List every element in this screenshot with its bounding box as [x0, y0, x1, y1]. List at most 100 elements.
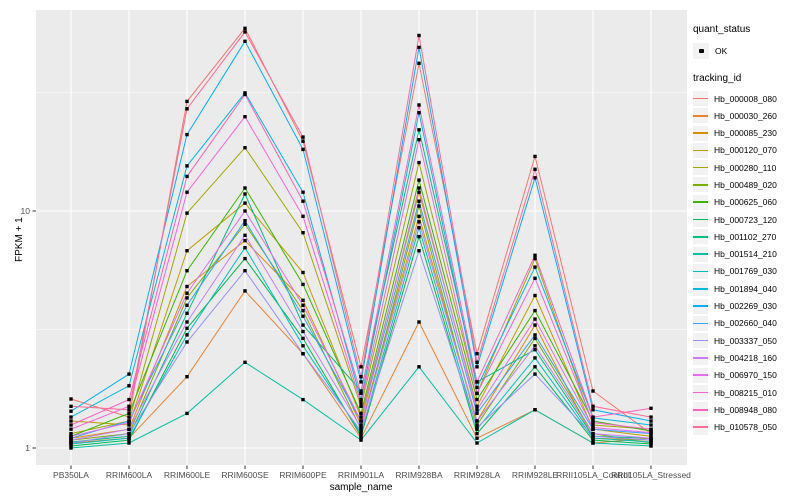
legend-item-label: Hb_002269_030 — [714, 301, 777, 312]
legend-line-swatch — [693, 253, 708, 255]
x-tick-label: RRIM600LA — [106, 470, 153, 480]
legend-item-Hb_002269_030: Hb_002269_030 — [693, 298, 799, 314]
y-tick-label: 1 — [25, 443, 30, 453]
data-point — [475, 408, 479, 412]
x-tick-label: PB350LA — [53, 470, 89, 480]
data-point — [185, 174, 189, 179]
data-point — [185, 375, 189, 379]
data-point — [417, 199, 421, 203]
data-point — [475, 385, 479, 390]
data-point — [417, 61, 421, 65]
data-point — [359, 438, 363, 442]
legend-line-swatch — [693, 114, 708, 117]
data-point — [301, 397, 305, 402]
data-point — [649, 436, 653, 440]
data-point — [649, 423, 653, 427]
x-axis-title: sample_name — [329, 482, 393, 493]
data-point — [185, 107, 189, 111]
data-point — [475, 419, 479, 423]
x-tick-label: RRIM928LE — [512, 470, 559, 480]
data-point — [301, 344, 305, 348]
data-point — [243, 30, 247, 34]
data-point — [185, 340, 189, 344]
legend-line-swatch — [693, 374, 708, 377]
data-point — [243, 269, 247, 273]
data-point — [533, 253, 537, 257]
data-point — [475, 380, 479, 384]
legend-key-box — [693, 194, 708, 210]
data-point — [359, 423, 363, 427]
data-point — [475, 397, 479, 402]
legend-line-swatch — [693, 270, 708, 273]
data-point — [243, 201, 247, 205]
data-point — [475, 360, 479, 364]
data-point — [69, 415, 73, 419]
data-point — [69, 409, 73, 413]
data-point — [127, 441, 131, 445]
data-point — [127, 404, 131, 408]
data-point — [185, 284, 189, 289]
x-tick-label: RRIM928BA — [395, 470, 443, 480]
data-point — [533, 356, 537, 360]
legend-key-box — [693, 177, 708, 193]
legend-item-label: Hb_000625_060 — [714, 197, 777, 208]
data-point — [649, 434, 653, 438]
legend-item-Hb_008215_010: Hb_008215_010 — [693, 385, 799, 401]
data-point — [533, 408, 537, 412]
data-point — [649, 406, 653, 410]
data-point — [185, 411, 189, 416]
data-point — [185, 164, 189, 168]
data-point — [649, 427, 653, 431]
legend-line-swatch — [693, 97, 708, 100]
data-point — [243, 146, 247, 150]
data-point — [417, 249, 421, 253]
legend-key-box — [693, 125, 708, 141]
data-point — [127, 415, 131, 419]
legend-key-box — [693, 263, 708, 279]
legend-item-Hb_008948_080: Hb_008948_080 — [693, 402, 799, 418]
legend-item-label: Hb_000120_070 — [714, 145, 777, 156]
data-point — [69, 446, 73, 450]
legend-item-Hb_000120_070: Hb_000120_070 — [693, 142, 799, 158]
legend-item-quant-ok: OK — [693, 42, 799, 59]
data-point — [649, 444, 653, 448]
data-point — [475, 423, 479, 427]
legend-key-box — [693, 333, 708, 349]
data-point — [591, 404, 595, 408]
data-point — [301, 135, 305, 139]
legend-key-box — [693, 281, 708, 297]
data-point — [301, 231, 305, 235]
data-point — [533, 167, 537, 171]
data-point — [475, 352, 479, 356]
legend-line-swatch — [693, 184, 708, 186]
data-point — [359, 434, 363, 438]
data-point — [591, 389, 595, 393]
data-point — [359, 425, 363, 430]
legend-item-Hb_000625_060: Hb_000625_060 — [693, 194, 799, 210]
data-points — [69, 26, 653, 450]
legend-key-box — [693, 367, 708, 383]
legend-item-Hb_001894_040: Hb_001894_040 — [693, 281, 799, 297]
data-point — [475, 431, 479, 436]
legend-key-box — [693, 142, 708, 158]
legend-key-box — [693, 229, 708, 245]
data-point — [243, 92, 247, 97]
data-point — [127, 434, 131, 438]
legend-title-tracking-id: tracking_id — [693, 73, 742, 84]
legend-title-quant-status: quant_status — [693, 24, 751, 35]
legend-item-label: Hb_000489_020 — [714, 179, 777, 190]
legend-item-Hb_010578_050: Hb_010578_050 — [693, 419, 799, 435]
legend-line-swatch — [693, 132, 708, 134]
data-point — [591, 420, 595, 425]
data-point — [301, 303, 305, 307]
data-point — [533, 336, 537, 341]
data-point — [301, 199, 305, 203]
data-point — [533, 365, 537, 369]
data-point — [243, 209, 247, 213]
data-point — [417, 214, 421, 218]
data-point — [649, 440, 653, 444]
y-axis-title: FPKM + 1 — [14, 217, 25, 262]
data-point — [243, 26, 247, 30]
data-point — [185, 249, 189, 253]
legend-line-swatch — [693, 149, 708, 152]
